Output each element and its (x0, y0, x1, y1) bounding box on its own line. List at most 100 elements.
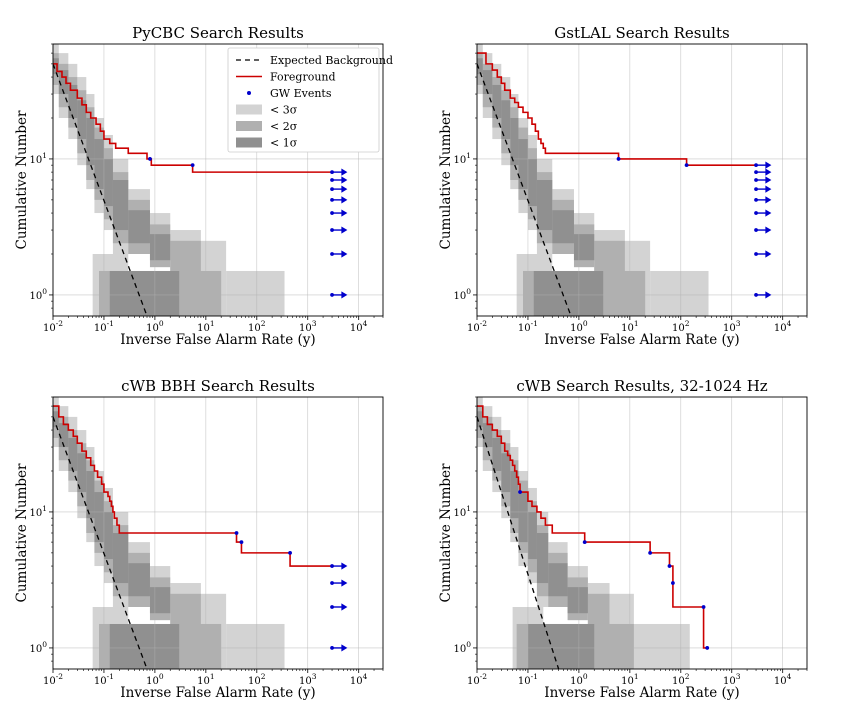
event-arrow-head (341, 579, 348, 587)
event-arrow-head (765, 250, 772, 258)
x-tick-label: 10-1 (518, 319, 538, 334)
sigma1-band (518, 139, 528, 190)
sigma1-band (492, 437, 502, 471)
x-axis-label: Inverse False Alarm Rate (y) (544, 332, 739, 348)
chart-title: cWB Search Results, 32-1024 Hz (516, 377, 767, 395)
gw-event-point (754, 293, 758, 297)
event-arrow-head (765, 168, 772, 176)
sigma1-band (53, 411, 59, 428)
gw-event-point (518, 490, 522, 494)
y-axis-label: Cumulative Number (14, 110, 30, 249)
x-tick-label: 103 (723, 319, 741, 334)
chart-panel-4: 10-2 10-1 100 101 102 103 104 100 101 cWB Search … (438, 377, 808, 701)
event-arrow-head (765, 291, 772, 299)
event-arrow-head (341, 291, 348, 299)
sigma1-band (58, 70, 69, 95)
legend: Expected Background Foreground GW Events < … (227, 47, 393, 153)
y-tick-label: 101 (453, 151, 471, 166)
sigma1-band (58, 423, 69, 448)
x-tick-label: 104 (774, 319, 792, 334)
sigma1-band (128, 563, 150, 597)
sigma1-band (112, 533, 129, 584)
legend-sigma1-swatch (236, 137, 262, 148)
x-tick-label: 10-2 (467, 672, 487, 687)
x-tick-label: 102 (672, 672, 690, 687)
ticks: 10-2 10-1 100 101 102 103 104 100 101 (29, 396, 384, 687)
legend-events-swatch (247, 91, 251, 95)
x-tick-label: 100 (570, 319, 588, 334)
sigma1-band (482, 70, 493, 95)
sigma1-band (112, 180, 129, 231)
sigma3-band (650, 270, 709, 316)
x-tick-label: 101 (621, 672, 639, 687)
gw-event-point (330, 228, 334, 232)
sigma1-band (477, 411, 483, 428)
y-axis-label: Cumulative Number (438, 110, 454, 249)
sigma1-band (86, 470, 95, 519)
legend-events-label: GW Events (270, 87, 332, 100)
sigma1-band (527, 623, 595, 669)
sigma1-band (53, 58, 59, 75)
sigma-bands (477, 44, 709, 316)
x-tick-label: 100 (146, 319, 164, 334)
sigma3-band (633, 623, 690, 669)
event-arrow-head (341, 168, 348, 176)
gw-event-point (330, 187, 334, 192)
ticks: 10-2 10-1 100 101 102 103 104 100 101 (29, 43, 384, 334)
gw-event-point (754, 228, 758, 232)
y-axis-label: Cumulative Number (14, 463, 30, 602)
x-tick-label: 102 (672, 319, 690, 334)
ticks: 10-2 10-1 100 101 102 103 104 100 101 (453, 396, 808, 687)
event-arrow-head (765, 185, 772, 193)
gw-event-point (582, 540, 587, 545)
sigma1-band (552, 210, 574, 244)
x-tick-label: 10-2 (43, 319, 63, 334)
x-tick-label: 102 (248, 319, 266, 334)
expected-background-line (477, 416, 560, 669)
gw-event-point (330, 293, 334, 297)
legend-background-label: Expected Background (270, 54, 393, 67)
sigma1-band (149, 234, 171, 261)
y-tick-label: 100 (453, 640, 471, 655)
event-arrow-head (765, 176, 772, 184)
gw-event-point (754, 211, 758, 215)
sigma1-band (77, 453, 87, 493)
event-arrow-head (765, 226, 772, 234)
gw-event-point (684, 163, 689, 168)
gw-event-point (190, 163, 195, 168)
gw-event-point (667, 564, 672, 568)
event-arrow-head (341, 562, 348, 570)
y-tick-label: 100 (29, 640, 47, 655)
sigma1-band (510, 470, 519, 519)
foreground-line (477, 405, 708, 649)
gw-event-point (701, 605, 706, 609)
gw-event-point (288, 550, 292, 555)
gw-event-point (330, 252, 334, 256)
event-arrow-head (341, 209, 348, 217)
gw-event-point (754, 163, 758, 168)
x-tick-label: 103 (723, 672, 741, 687)
sigma1-band (77, 100, 87, 140)
sigma1-band (94, 139, 104, 190)
sigma1-band (68, 84, 78, 118)
sigma1-band (510, 117, 519, 166)
sigma-bands (53, 397, 285, 669)
y-tick-label: 100 (29, 287, 47, 302)
ticks: 10-2 10-1 100 101 102 103 104 100 101 (453, 43, 808, 334)
sigma1-band (477, 58, 483, 75)
sigma3-band (226, 270, 285, 316)
x-tick-label: 10-1 (94, 672, 114, 687)
gw-event-point (148, 157, 152, 161)
sigma3-band (226, 623, 285, 669)
gw-event-point (754, 187, 758, 192)
gw-event-point (648, 550, 653, 555)
sigma1-band (527, 511, 537, 560)
event-arrow-head (341, 196, 348, 204)
sigma1-band (518, 492, 528, 543)
chart-title: cWB BBH Search Results (121, 377, 315, 395)
gw-event-point (330, 646, 334, 650)
gw-event-point (330, 581, 334, 585)
x-tick-label: 102 (248, 672, 266, 687)
gw-event-point (616, 157, 621, 161)
gw-event-point (705, 646, 710, 650)
